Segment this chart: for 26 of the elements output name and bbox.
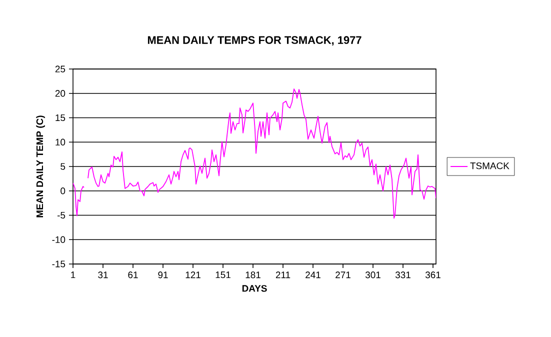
x-tick-label: 181 xyxy=(246,272,260,278)
y-tick-label: 10 xyxy=(56,138,66,146)
y-tick-label: -10 xyxy=(52,236,66,243)
x-tick-label: 271 xyxy=(336,272,350,278)
x-tick-label: 91 xyxy=(158,272,168,278)
y-tick-label: 20 xyxy=(55,90,66,97)
x-tick-label: 151 xyxy=(216,272,230,278)
x-tick-label: 301 xyxy=(365,272,380,278)
y-tick-label: 15 xyxy=(56,114,66,122)
x-tick-label: 211 xyxy=(276,272,290,278)
x-tick-label: 121 xyxy=(186,272,200,278)
y-tick-label: 25 xyxy=(55,66,66,72)
legend-label: TSMACK xyxy=(470,162,510,170)
x-tick-label: 1 xyxy=(71,272,76,278)
y-axis-title: MEAN DAILY TEMP (C) xyxy=(36,116,45,218)
y-tick-label: -5 xyxy=(57,212,66,219)
x-tick-label: 361 xyxy=(425,272,440,278)
x-axis-title: DAYS xyxy=(242,285,267,292)
x-tick-label: 241 xyxy=(306,272,320,278)
chart-title: MEAN DAILY TEMPS FOR TSMACK, 1977 xyxy=(148,36,362,46)
y-tick-label: 5 xyxy=(60,163,66,170)
x-tick-label: 331 xyxy=(395,272,410,278)
x-tick-label: 61 xyxy=(128,272,138,278)
y-tick-label: -15 xyxy=(52,260,66,268)
y-tick-label: 0 xyxy=(60,188,66,194)
x-tick-label: 31 xyxy=(98,272,108,278)
